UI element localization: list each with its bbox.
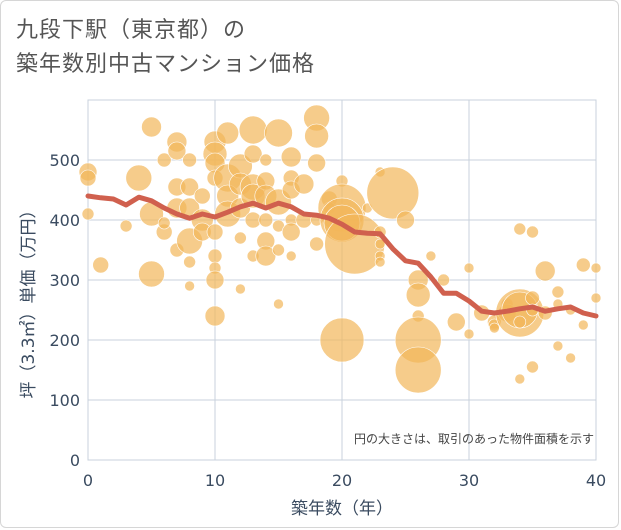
data-bubble: [156, 152, 172, 168]
x-tick-label: 30: [459, 471, 479, 490]
y-ticks: 0 100 200 300 400 500: [49, 151, 80, 470]
data-bubble: [463, 262, 475, 274]
data-bubble: [425, 250, 437, 262]
data-bubble: [590, 292, 602, 304]
x-tick-label: 10: [205, 471, 225, 490]
y-tick-label: 400: [49, 211, 80, 230]
data-bubble: [92, 256, 109, 274]
data-bubble: [437, 273, 450, 287]
data-bubble: [205, 270, 225, 290]
x-ticks: 0 10 20 30 40: [83, 471, 606, 490]
data-bubble: [513, 315, 527, 329]
data-bubble: [285, 250, 297, 262]
data-bubble: [207, 248, 223, 264]
data-bubble: [238, 115, 268, 145]
data-bubble: [272, 243, 285, 257]
data-bubble: [405, 282, 431, 308]
data-bubble: [577, 319, 589, 331]
y-tick-label: 200: [49, 331, 80, 350]
data-bubble: [280, 146, 302, 168]
data-bubble: [513, 222, 527, 236]
data-bubble: [259, 153, 273, 167]
y-tick-label: 0: [70, 451, 80, 470]
data-bubble: [119, 219, 133, 233]
data-bubble: [194, 187, 211, 205]
data-bubble: [204, 305, 226, 327]
y-tick-label: 100: [49, 391, 80, 410]
data-bubble: [243, 144, 263, 164]
data-bubble: [167, 141, 187, 161]
data-bubble: [374, 256, 386, 268]
data-bubble: [281, 222, 301, 242]
data-bubble: [575, 257, 591, 273]
data-bubble: [235, 283, 246, 295]
bubbles: [78, 104, 602, 394]
data-bubble: [446, 312, 466, 332]
data-bubble: [514, 373, 526, 385]
data-bubble: [526, 225, 539, 239]
bubble-size-note: 円の大きさは、取引のあった物件面積を示す: [354, 431, 594, 446]
y-tick-label: 300: [49, 271, 80, 290]
x-tick-label: 40: [586, 471, 606, 490]
data-bubble: [526, 360, 539, 374]
data-bubble: [182, 152, 197, 168]
data-bubble: [234, 231, 247, 245]
data-bubble: [180, 177, 199, 197]
data-bubble: [590, 262, 602, 274]
data-bubble: [525, 290, 540, 306]
data-bubble: [255, 245, 277, 267]
y-tick-label: 500: [49, 151, 80, 170]
data-bubble: [565, 352, 576, 364]
data-bubble: [319, 317, 365, 363]
data-bubble: [138, 260, 165, 288]
data-bubble: [396, 210, 415, 230]
data-bubble: [206, 223, 224, 241]
data-bubble: [534, 260, 556, 282]
x-tick-label: 0: [83, 471, 93, 490]
data-bubble: [141, 116, 162, 138]
data-bubble: [157, 216, 171, 230]
data-bubble: [489, 322, 500, 334]
data-bubble: [307, 153, 326, 173]
data-bubble: [394, 346, 442, 394]
data-bubble: [374, 238, 386, 250]
data-bubble: [273, 298, 284, 310]
trend-line: [85, 193, 599, 319]
data-bubble: [366, 166, 420, 220]
data-bubble: [258, 212, 274, 228]
data-bubble: [463, 328, 475, 340]
title-line2: 築年数別中古マンション価格: [16, 52, 316, 77]
x-tick-label: 20: [332, 471, 352, 490]
data-bubble: [552, 340, 564, 352]
data-bubble: [264, 118, 293, 148]
data-bubble: [79, 169, 97, 187]
data-bubble: [216, 121, 239, 145]
x-axis-label: 築年数（年）: [291, 499, 393, 519]
data-bubble: [81, 207, 95, 221]
data-bubble: [309, 236, 324, 252]
y-axis-label: 坪（3.3㎡）単価（万円）: [19, 201, 39, 398]
data-bubble: [551, 285, 565, 299]
data-bubble: [184, 280, 195, 292]
chart-title: 九段下駅（東京都）の築年数別中古マンション価格: [16, 14, 315, 82]
data-bubble: [304, 123, 329, 149]
data-bubble: [293, 173, 315, 195]
title-line1: 九段下駅（東京都）の: [16, 18, 247, 43]
plot-border: [87, 99, 597, 461]
data-bubble: [183, 255, 196, 269]
data-bubble: [125, 164, 153, 192]
